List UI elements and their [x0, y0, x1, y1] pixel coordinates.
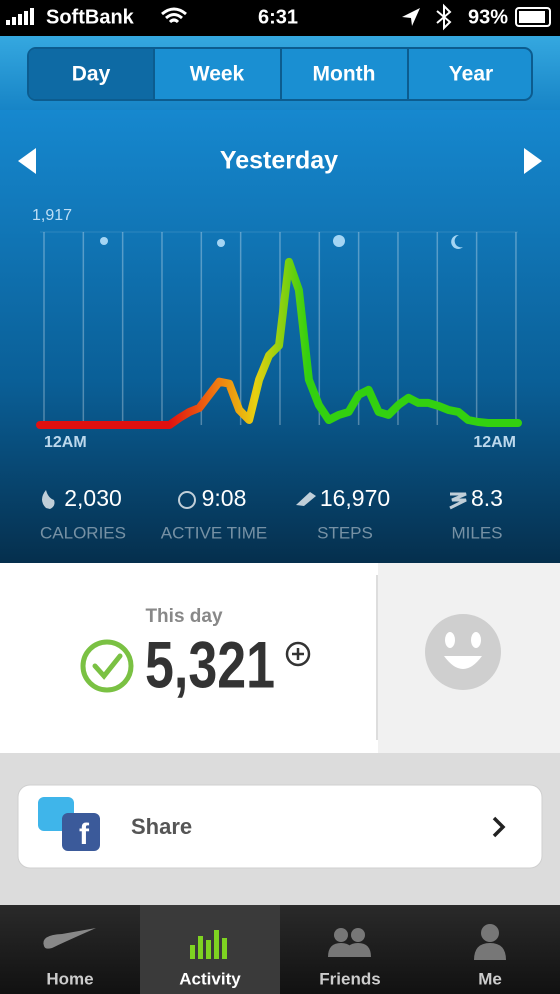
stat-label: STEPS: [317, 523, 373, 542]
x-end-label: 12AM: [473, 434, 516, 451]
share-label: Share: [131, 814, 192, 839]
location-icon: [402, 8, 420, 26]
stat-icons: [42, 490, 467, 510]
signal-icon: [6, 8, 34, 25]
check-mark: [92, 653, 123, 680]
nav-label[interactable]: Home: [46, 969, 93, 988]
stat-label: ACTIVE TIME: [161, 523, 267, 542]
stat-value: 2,030: [64, 485, 122, 511]
stat-value: 16,970: [320, 485, 390, 511]
segment-dividers: [153, 49, 409, 99]
carrier: SoftBank: [46, 6, 135, 28]
battery-icon: [515, 7, 551, 27]
time-of-day-icons: [100, 234, 463, 249]
summary-title: This day: [145, 606, 223, 627]
vertical-grid: [43, 232, 517, 425]
time: 6:31: [258, 6, 298, 28]
segment-label[interactable]: Month: [313, 63, 376, 86]
segment-label[interactable]: Day: [72, 63, 111, 86]
wifi-icon: [161, 7, 187, 24]
nav-label[interactable]: Friends: [319, 969, 380, 988]
smiley: [425, 614, 501, 690]
me-icon: [474, 924, 506, 960]
chevron: [492, 816, 506, 838]
stat-label: MILES: [451, 523, 502, 542]
goal-check: [80, 639, 134, 693]
plus-icon[interactable]: [285, 641, 311, 667]
bluetooth-icon: [436, 3, 452, 31]
stat-value: 8.3: [471, 485, 503, 511]
friends-icon: [328, 928, 371, 957]
battery-percent: 93%: [468, 6, 508, 28]
selected-segment: [29, 49, 154, 99]
social-icons: f: [38, 797, 100, 851]
y-tick-label: 1,917: [32, 207, 72, 224]
stat-label: CALORIES: [40, 523, 126, 542]
nav-label[interactable]: Me: [478, 969, 502, 988]
svg-text:f: f: [79, 818, 90, 851]
x-start-label: 12AM: [44, 434, 87, 451]
next-arrow[interactable]: [524, 148, 542, 174]
home-icon: [43, 928, 96, 949]
nav-label[interactable]: Activity: [179, 969, 241, 988]
segment-label[interactable]: Week: [190, 63, 245, 86]
prev-arrow[interactable]: [18, 148, 36, 174]
segment-label[interactable]: Year: [449, 63, 493, 86]
activity-line: [36, 257, 522, 429]
stat-value: 9:08: [202, 485, 247, 511]
share-button[interactable]: [17, 784, 543, 869]
period-title: Yesterday: [220, 147, 338, 175]
summary-value: 5,321: [145, 627, 275, 701]
activity-icon: [190, 930, 227, 959]
status-bar: [0, 0, 560, 36]
